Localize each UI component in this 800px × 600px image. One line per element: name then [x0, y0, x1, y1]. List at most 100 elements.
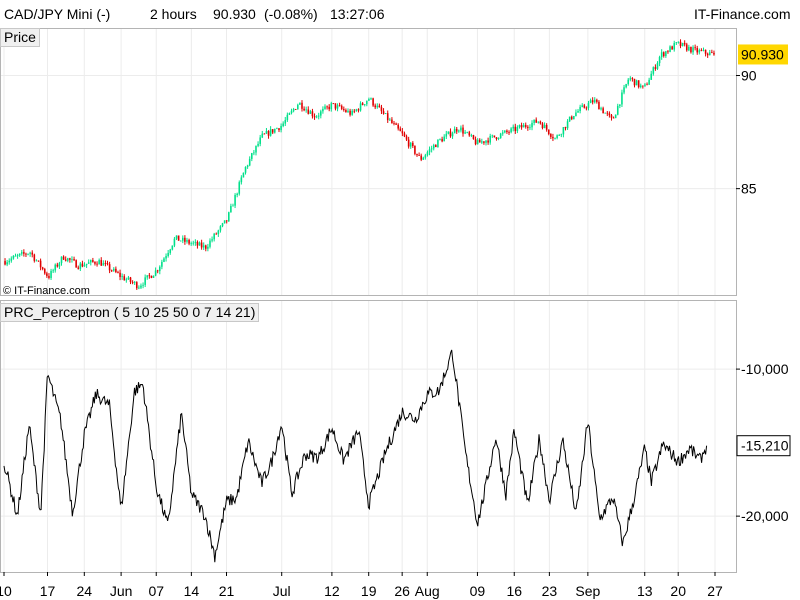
candle-body	[382, 111, 385, 114]
candle-body	[380, 107, 383, 112]
candle-body	[171, 245, 174, 250]
candle-body	[685, 44, 688, 51]
candle-body	[604, 112, 607, 114]
candle-body	[422, 157, 425, 160]
candle-body	[343, 108, 345, 111]
candle-body	[251, 153, 253, 159]
candle-body	[391, 119, 393, 124]
candle-body	[284, 120, 287, 124]
candle-body	[451, 133, 454, 137]
candle-body	[140, 285, 142, 288]
candle-body	[485, 140, 487, 143]
candle-body	[163, 258, 165, 262]
candle-body	[94, 261, 96, 264]
candle-body	[274, 128, 276, 133]
x-axis-tick-label: 19	[361, 583, 377, 599]
candle-body	[541, 123, 544, 129]
x-axis-tick-label: 21	[219, 583, 235, 599]
candle-body	[213, 233, 215, 240]
clock-time: 13:27:06	[330, 6, 385, 22]
candle-body	[711, 52, 713, 54]
x-axis-tick-label: Jun	[110, 583, 133, 599]
candle-body	[545, 124, 548, 130]
candle-body	[644, 84, 646, 86]
price-chart[interactable]	[4, 39, 715, 290]
candle-body	[207, 246, 209, 249]
candle-body	[347, 110, 349, 113]
candle-body	[238, 182, 241, 194]
candle-body	[92, 260, 94, 262]
x-axis-tick-label: 07	[148, 583, 164, 599]
candle-body	[550, 134, 552, 137]
candle-body	[370, 98, 372, 100]
candle-body	[292, 109, 295, 111]
candle-body	[376, 105, 379, 108]
candle-body	[232, 205, 234, 207]
candle-body	[583, 105, 586, 108]
candle-body	[317, 115, 320, 117]
candle-body	[426, 152, 429, 156]
candle-body	[230, 205, 232, 213]
candle-body	[271, 129, 274, 133]
candle-body	[696, 48, 699, 53]
candle-body	[420, 155, 422, 160]
candle-body	[127, 277, 130, 280]
candle-body	[468, 132, 471, 136]
candle-body	[280, 125, 282, 131]
candle-body	[253, 152, 255, 154]
timeframe-label[interactable]: 2 hours	[150, 6, 197, 22]
x-axis-tick-label: 24	[77, 583, 93, 599]
indicator-chart[interactable]	[3, 349, 708, 563]
candle-body	[386, 113, 389, 121]
x-axis-tick-label: 23	[542, 583, 558, 599]
candle-body	[188, 239, 190, 244]
candle-body	[642, 85, 644, 87]
candle-body	[359, 103, 362, 111]
candle-body	[133, 282, 136, 283]
perceptron-line	[3, 349, 708, 563]
instrument-title[interactable]: CAD/JPY Mini (-)	[4, 6, 111, 22]
candle-body	[236, 193, 238, 196]
candle-body	[614, 114, 617, 119]
candle-body	[326, 106, 328, 108]
candle-body	[14, 255, 17, 257]
candle-body	[660, 52, 663, 58]
candle-body	[598, 101, 600, 110]
candle-body	[535, 119, 538, 123]
chart-header: CAD/JPY Mini (-) 2 hours 90.930 (-0.08%)…	[0, 0, 800, 28]
candle-body	[476, 139, 479, 145]
candle-body	[242, 172, 245, 178]
candle-body	[87, 262, 90, 264]
candle-body	[142, 284, 144, 286]
candle-body	[299, 102, 301, 105]
candle-body	[702, 49, 705, 51]
candle-body	[679, 41, 682, 47]
candle-body	[255, 145, 257, 153]
candle-body	[225, 220, 228, 222]
candle-body	[200, 242, 203, 248]
candle-body	[562, 127, 565, 135]
candle-body	[629, 78, 632, 80]
candle-body	[401, 131, 404, 134]
candle-body	[152, 275, 155, 278]
candle-body	[539, 121, 542, 124]
x-axis-tick-label: 12	[324, 583, 340, 599]
candle-body	[579, 106, 581, 112]
candle-body	[115, 268, 117, 273]
candle-body	[635, 80, 638, 86]
price-y-tick-label: 90	[741, 68, 757, 84]
candle-body	[395, 123, 397, 125]
candle-body	[25, 253, 27, 255]
candle-body	[246, 165, 249, 167]
candle-body	[472, 135, 475, 140]
candle-body	[713, 52, 715, 55]
candle-body	[150, 275, 153, 278]
candle-body	[98, 260, 100, 265]
candle-body	[144, 277, 146, 285]
candle-body	[608, 113, 611, 116]
x-axis-tick-label: 10	[0, 583, 12, 599]
candle-body	[186, 239, 188, 242]
candle-body	[106, 263, 109, 265]
candle-body	[372, 98, 374, 106]
